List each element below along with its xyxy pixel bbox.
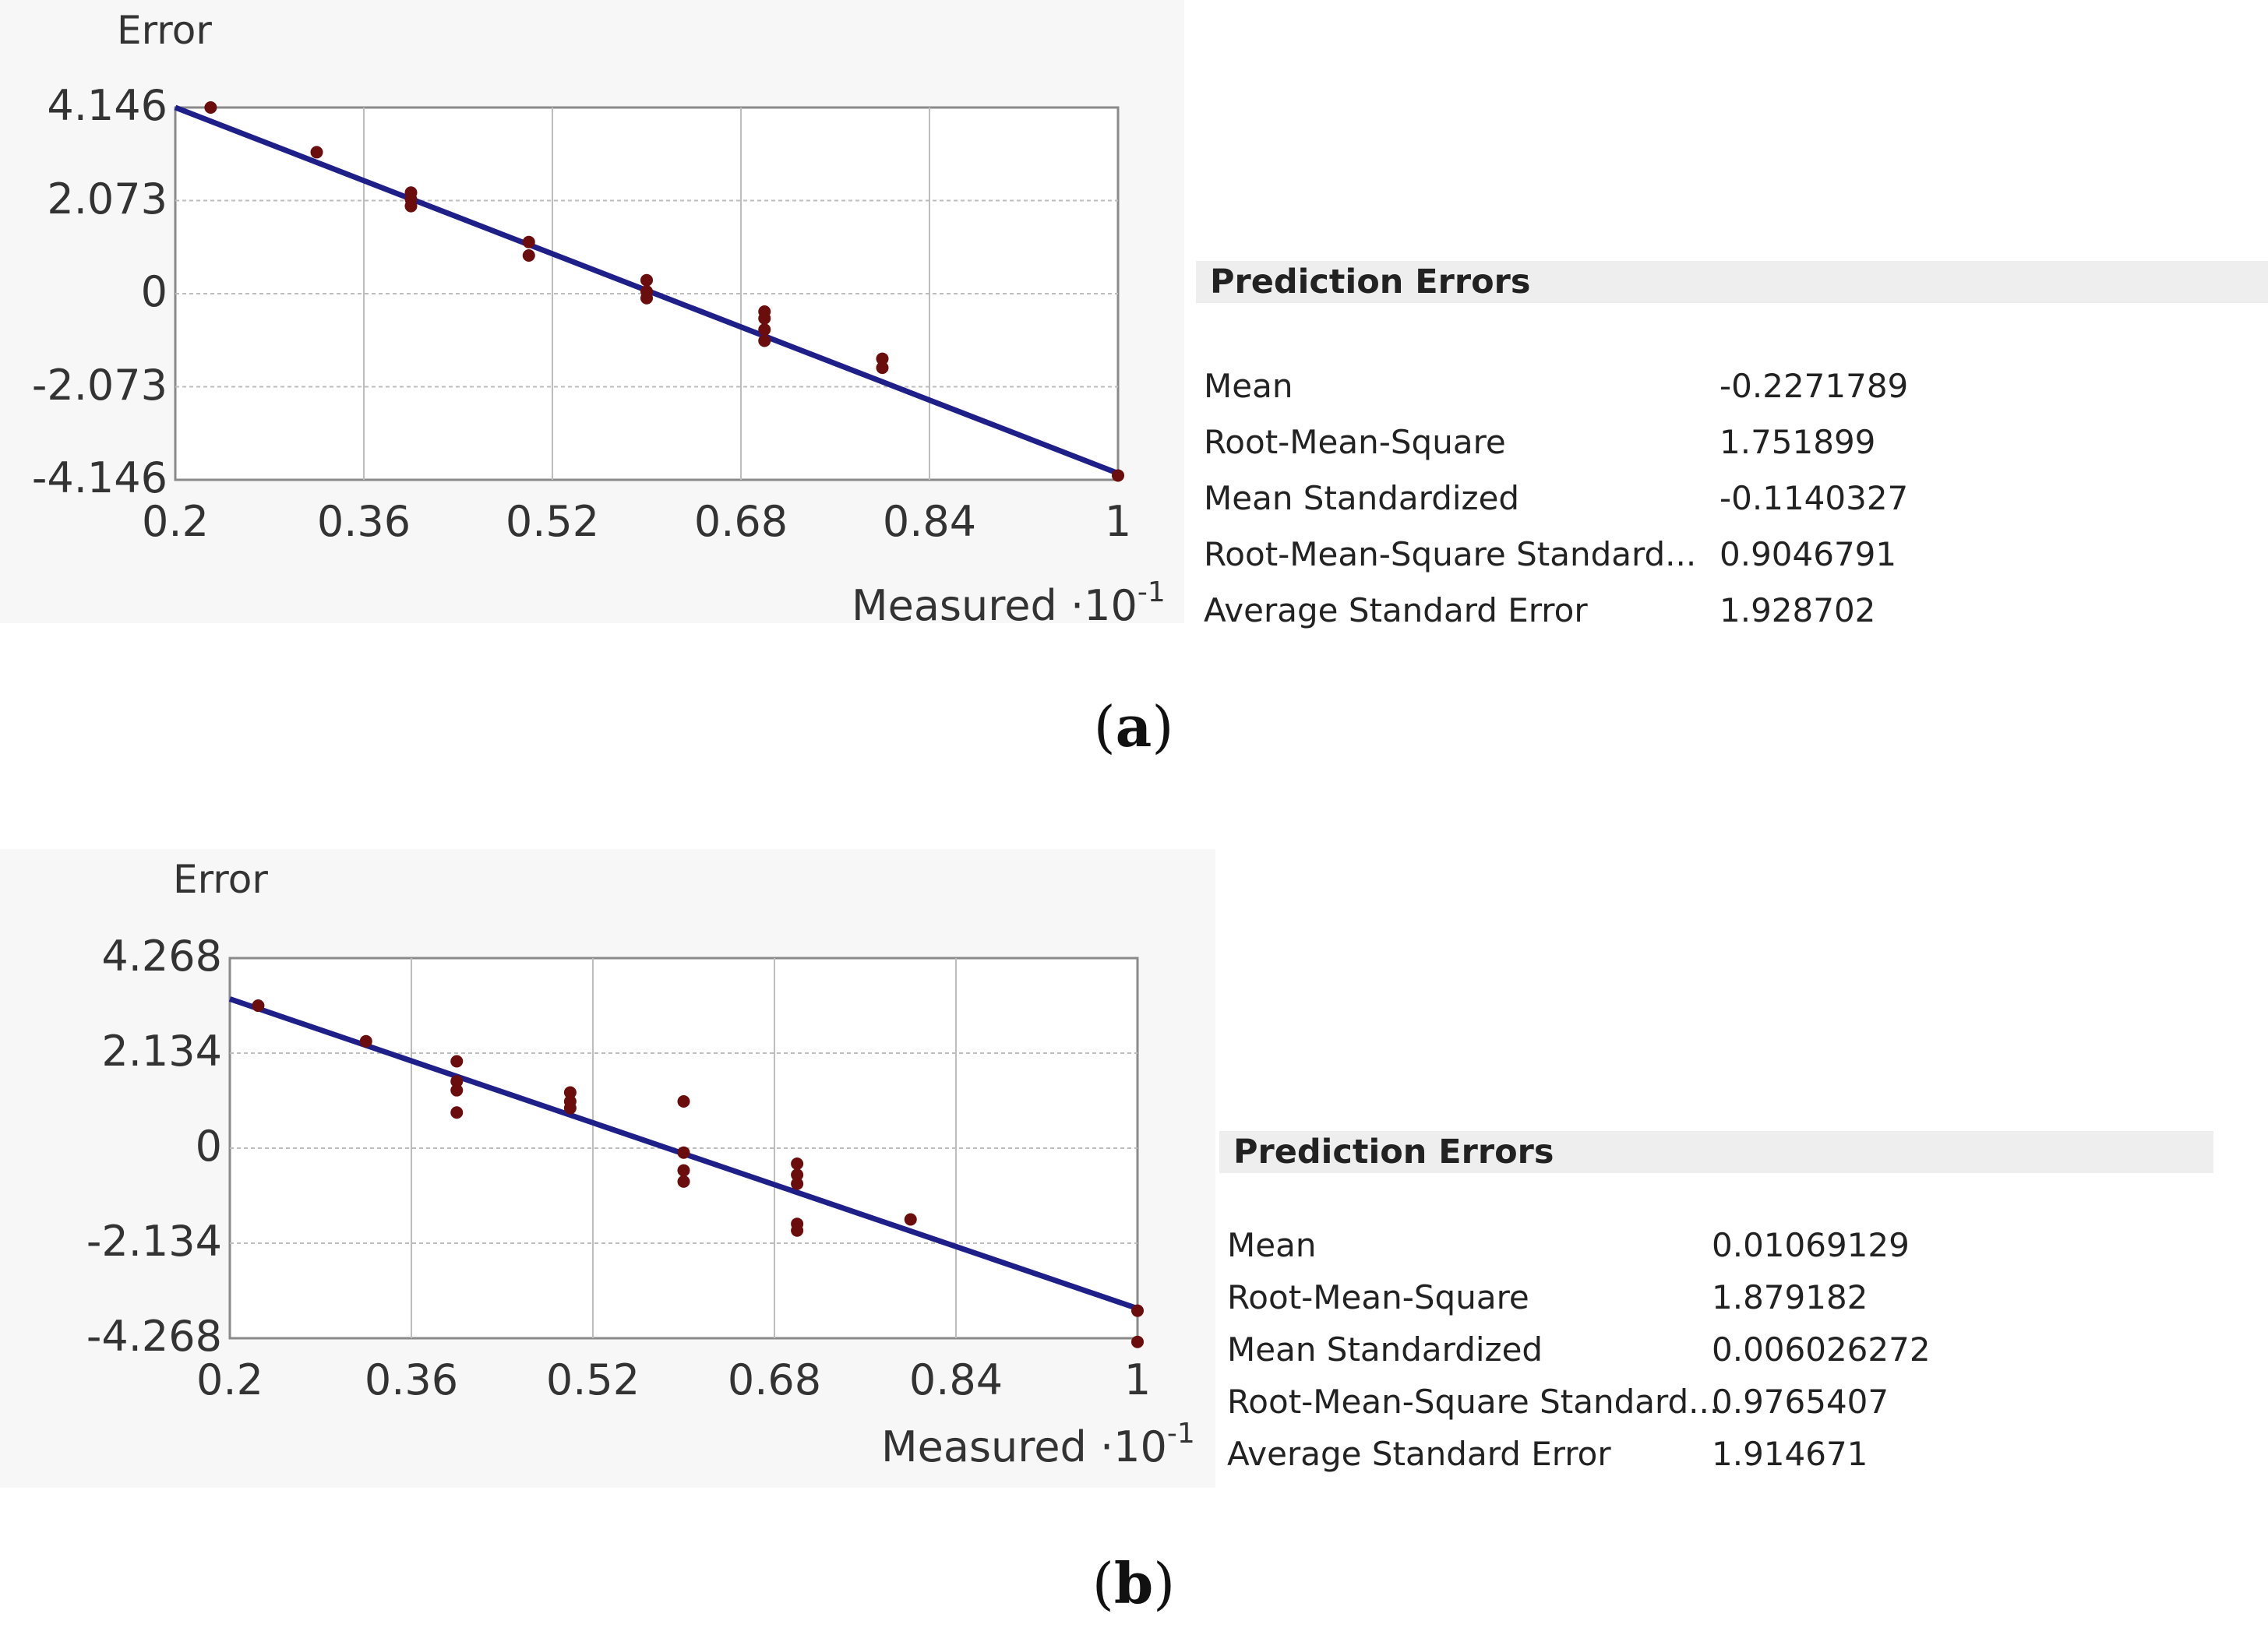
x-tick-label: 0.36 bbox=[316, 497, 411, 546]
stat-name: Root-Mean-Square bbox=[1227, 1278, 1529, 1316]
x-axis-label-exponent: -1 bbox=[1166, 1418, 1195, 1450]
stat-value: 0.9765407 bbox=[1712, 1383, 1889, 1421]
data-point bbox=[677, 1175, 690, 1188]
figure-a: Error Measured ·10-1 Prediction Errors M… bbox=[0, 0, 2268, 810]
x-axis-label: Measured ·10-1 bbox=[881, 1418, 1195, 1471]
data-point bbox=[758, 334, 771, 347]
data-point bbox=[1131, 1335, 1144, 1348]
stat-name: Average Standard Error bbox=[1227, 1435, 1611, 1473]
scatter-plot-b bbox=[228, 957, 1144, 1348]
data-point bbox=[876, 361, 889, 375]
stat-name: Root-Mean-Square Standard... bbox=[1204, 535, 1697, 573]
data-point bbox=[450, 1084, 464, 1097]
stat-name: Mean bbox=[1227, 1226, 1317, 1264]
caption-paren: ) bbox=[1153, 1551, 1176, 1616]
x-tick-label: 0.84 bbox=[908, 1355, 1003, 1404]
prediction-errors-header: Prediction Errors bbox=[1196, 261, 2268, 303]
stat-value: 1.928702 bbox=[1720, 591, 1876, 629]
y-tick-label: 4.268 bbox=[101, 932, 222, 981]
data-point bbox=[204, 101, 217, 114]
data-point bbox=[791, 1168, 804, 1182]
data-point bbox=[758, 312, 771, 325]
stat-name: Root-Mean-Square Standard... bbox=[1227, 1383, 1720, 1421]
data-point bbox=[1112, 469, 1124, 482]
prediction-errors-table: Prediction Errors Mean -0.2271789 Root-M… bbox=[1196, 261, 2268, 643]
x-axis-label-text: Measured ·10 bbox=[881, 1422, 1167, 1471]
y-axis-label: Error bbox=[173, 857, 268, 902]
x-tick-label: 0.68 bbox=[693, 497, 788, 546]
y-tick-label: 0 bbox=[195, 1122, 222, 1171]
data-point bbox=[904, 1213, 917, 1226]
data-point bbox=[522, 235, 535, 248]
data-point bbox=[359, 1034, 372, 1048]
x-tick-label: 0.84 bbox=[882, 497, 977, 546]
data-point bbox=[1131, 1304, 1144, 1317]
x-tick-label: 0.36 bbox=[364, 1355, 459, 1404]
data-point bbox=[563, 1086, 577, 1099]
data-point bbox=[450, 1106, 464, 1119]
y-tick-label: 2.134 bbox=[101, 1027, 222, 1076]
y-tick-label: -4.146 bbox=[31, 453, 168, 502]
stat-value: -0.1140327 bbox=[1720, 479, 1909, 517]
stat-name: Mean Standardized bbox=[1204, 479, 1520, 517]
data-point bbox=[310, 146, 323, 159]
x-tick-label: 0.2 bbox=[196, 1355, 263, 1404]
y-tick-label: 2.073 bbox=[47, 174, 168, 224]
data-point bbox=[791, 1177, 804, 1190]
x-tick-label: 1 bbox=[1123, 1355, 1152, 1404]
y-tick-label: -2.134 bbox=[86, 1217, 222, 1266]
x-tick-label: 0.68 bbox=[727, 1355, 822, 1404]
caption-a: (a) bbox=[1056, 693, 1212, 759]
x-tick-label: 0.52 bbox=[505, 497, 600, 546]
y-tick-label: -2.073 bbox=[31, 360, 168, 410]
caption-paren: ) bbox=[1152, 694, 1174, 759]
data-point bbox=[450, 1055, 464, 1068]
x-tick-label: 1 bbox=[1104, 497, 1132, 546]
caption-b: (b) bbox=[1056, 1550, 1212, 1616]
data-point bbox=[791, 1224, 804, 1237]
y-tick-label: 0 bbox=[140, 267, 168, 316]
stat-value: -0.2271789 bbox=[1720, 367, 1909, 405]
stat-value: 1.914671 bbox=[1712, 1435, 1868, 1473]
data-point bbox=[522, 249, 535, 263]
stat-value: 0.01069129 bbox=[1712, 1226, 1910, 1264]
data-point bbox=[758, 323, 771, 337]
stat-name: Mean Standardized bbox=[1227, 1330, 1543, 1369]
scatter-plot-a bbox=[174, 101, 1124, 482]
data-point bbox=[677, 1164, 690, 1177]
caption-paren: ( bbox=[1092, 1551, 1114, 1616]
data-point bbox=[252, 999, 265, 1013]
x-tick-label: 0.52 bbox=[545, 1355, 640, 1404]
data-point bbox=[677, 1094, 690, 1108]
data-point bbox=[677, 1146, 690, 1159]
stat-value: 1.751899 bbox=[1720, 423, 1876, 461]
x-tick-label: 0.2 bbox=[142, 497, 209, 546]
y-axis-label: Error bbox=[117, 8, 212, 53]
caption-paren: ( bbox=[1093, 694, 1116, 759]
stat-value: 0.006026272 bbox=[1712, 1330, 1931, 1369]
stat-name: Mean bbox=[1204, 367, 1293, 405]
stat-name: Average Standard Error bbox=[1204, 591, 1588, 629]
prediction-errors-table: Prediction Errors Mean 0.01069129 Root-M… bbox=[1219, 1131, 2268, 1505]
data-point bbox=[450, 1075, 464, 1088]
x-axis-label-text: Measured ·10 bbox=[852, 581, 1138, 630]
stat-name: Root-Mean-Square bbox=[1204, 423, 1506, 461]
x-axis-label: Measured ·10-1 bbox=[852, 576, 1166, 630]
x-axis-label-exponent: -1 bbox=[1137, 576, 1166, 608]
prediction-errors-header: Prediction Errors bbox=[1219, 1131, 2213, 1173]
y-tick-label: -4.268 bbox=[86, 1312, 222, 1361]
caption-letter: b bbox=[1113, 1550, 1154, 1616]
y-tick-label: 4.146 bbox=[47, 81, 168, 130]
caption-letter: a bbox=[1115, 693, 1152, 759]
stat-value: 1.879182 bbox=[1712, 1278, 1868, 1316]
data-point bbox=[640, 291, 653, 305]
data-point bbox=[404, 199, 418, 213]
data-point bbox=[563, 1101, 577, 1115]
stat-value: 0.9046791 bbox=[1720, 535, 1897, 573]
data-point bbox=[876, 352, 889, 365]
data-point bbox=[640, 273, 653, 287]
figure-b: Error Measured ·10-1 Prediction Errors M… bbox=[0, 849, 2268, 1628]
data-point bbox=[791, 1158, 804, 1171]
